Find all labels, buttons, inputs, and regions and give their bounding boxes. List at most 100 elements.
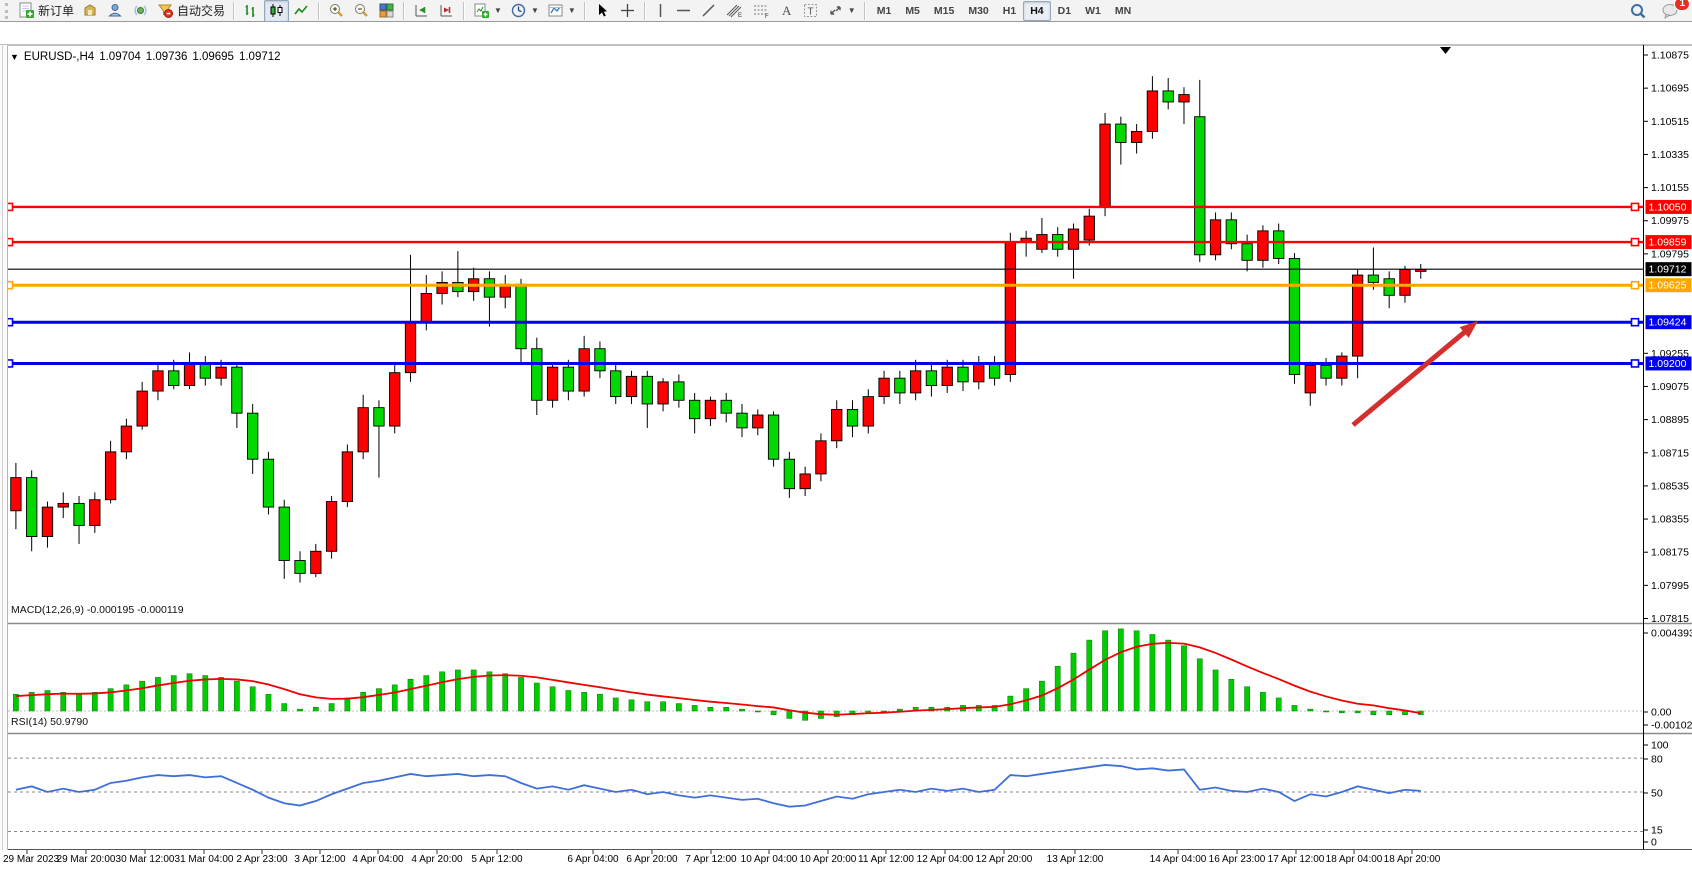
svg-text:1.07815: 1.07815 <box>1651 613 1689 625</box>
timeframe-m15-button[interactable]: M15 <box>933 4 955 17</box>
svg-text:6 Apr 04:00: 6 Apr 04:00 <box>567 854 619 865</box>
candlestick-mode-button[interactable] <box>264 0 290 22</box>
templates-button[interactable]: ▼ <box>543 0 580 22</box>
toolbar-grip[interactable] <box>5 2 11 19</box>
text-label-tool-button[interactable]: T <box>798 0 823 22</box>
svg-text:1.09075: 1.09075 <box>1651 381 1689 393</box>
chevron-down-icon: ▼ <box>530 6 539 15</box>
fibonacci-tool-button[interactable]: F <box>748 0 775 22</box>
open-value: 1.09704 <box>99 51 141 63</box>
svg-text:29 Mar 20:00: 29 Mar 20:00 <box>57 854 116 865</box>
svg-text:4 Apr 20:00: 4 Apr 20:00 <box>411 854 463 865</box>
tile-windows-button[interactable] <box>374 0 399 22</box>
svg-text:0.004393: 0.004393 <box>1651 628 1692 640</box>
svg-text:1.08535: 1.08535 <box>1651 480 1689 492</box>
bar-chart-mode-button[interactable] <box>239 0 264 22</box>
arrows-tool-button[interactable]: ▼ <box>823 0 860 22</box>
chart-title: ▼ EURUSD-,H4 1.09704 1.09736 1.09695 1.0… <box>10 51 281 63</box>
line-chart-mode-button[interactable] <box>289 0 314 22</box>
macd-main-value: -0.000195 <box>86 604 135 616</box>
svg-text:5 Apr 12:00: 5 Apr 12:00 <box>471 854 523 865</box>
svg-text:31 Mar 04:00: 31 Mar 04:00 <box>175 854 234 865</box>
templates-icon <box>547 2 564 19</box>
market-watch-icon <box>107 2 124 19</box>
zoom-in-button[interactable] <box>324 0 349 22</box>
chevron-down-icon: ▼ <box>847 6 856 15</box>
vertical-line-icon <box>654 2 667 19</box>
svg-text:0.00: 0.00 <box>1651 707 1672 719</box>
svg-text:1.08895: 1.08895 <box>1651 414 1689 426</box>
profile-icon <box>82 2 99 19</box>
svg-text:17 Apr 12:00: 17 Apr 12:00 <box>1268 854 1325 865</box>
timeframe-mn-button[interactable]: MN <box>1114 4 1132 17</box>
timeframe-m5-button[interactable]: M5 <box>905 4 920 17</box>
svg-text:15: 15 <box>1651 825 1663 837</box>
rsi-value: 50.9790 <box>50 716 89 728</box>
cursor-tool-button[interactable] <box>590 0 615 22</box>
toolbar-separator <box>318 1 321 20</box>
rsi-indicator-label: RSI(14) 50.9790 <box>11 716 88 728</box>
channel-icon: E <box>725 2 744 19</box>
equidistant-channel-tool-button[interactable]: E <box>721 0 748 22</box>
svg-text:29 Mar 2023: 29 Mar 2023 <box>3 854 60 865</box>
auto-trading-button[interactable]: 自动交易 <box>153 0 229 22</box>
one-click-trading-toggle-icon[interactable]: ▼ <box>10 52 19 62</box>
timeframe-m1-button[interactable]: M1 <box>876 4 892 17</box>
svg-text:10 Apr 04:00: 10 Apr 04:00 <box>741 854 798 865</box>
svg-text:1.09795: 1.09795 <box>1651 248 1689 260</box>
svg-text:7 Apr 12:00: 7 Apr 12:00 <box>685 854 737 865</box>
candlestick-icon <box>268 2 285 19</box>
macd-indicator-label: MACD(12,26,9) -0.000195 -0.000119 <box>11 604 184 616</box>
svg-text:1.10515: 1.10515 <box>1651 116 1689 128</box>
svg-text:18 Apr 04:00: 18 Apr 04:00 <box>1326 854 1383 865</box>
chart-shift-button[interactable] <box>434 0 459 22</box>
zoom-out-button[interactable] <box>349 0 374 22</box>
timeframe-d1-button[interactable]: D1 <box>1057 4 1072 17</box>
svg-text:1.09200: 1.09200 <box>1649 358 1687 370</box>
signals-button[interactable] <box>128 0 153 22</box>
chevron-down-icon: ▼ <box>567 6 576 15</box>
crosshair-tool-button[interactable] <box>615 0 640 22</box>
bar-chart-icon <box>243 2 260 19</box>
trendline-tool-button[interactable] <box>696 0 721 22</box>
main-toolbar: 新订单 自动交易 <box>0 0 1692 22</box>
signals-icon <box>132 2 149 19</box>
svg-text:80: 80 <box>1651 754 1663 766</box>
horizontal-line-tool-button[interactable] <box>671 0 696 22</box>
timeframe-w1-button[interactable]: W1 <box>1085 4 1101 17</box>
macd-name: MACD(12,26,9) <box>11 604 84 616</box>
high-value: 1.09736 <box>145 51 188 63</box>
svg-text:12 Apr 04:00: 12 Apr 04:00 <box>917 854 974 865</box>
timeframe-h1-button[interactable]: H1 <box>1002 4 1017 17</box>
close-value: 1.09712 <box>238 51 281 63</box>
auto-scroll-button[interactable] <box>409 0 434 22</box>
search-button[interactable] <box>1625 0 1651 22</box>
svg-text:3 Apr 12:00: 3 Apr 12:00 <box>294 854 346 865</box>
vertical-line-tool-button[interactable] <box>650 0 671 22</box>
tile-windows-icon <box>378 2 395 19</box>
new-order-button[interactable]: 新订单 <box>14 0 78 22</box>
trendline-icon <box>700 2 717 19</box>
cursor-icon <box>594 2 611 19</box>
svg-text:1.10875: 1.10875 <box>1651 50 1689 62</box>
periods-button[interactable]: ▼ <box>506 0 543 22</box>
chart-profile-button[interactable] <box>78 0 103 22</box>
indicators-button[interactable]: ▼ <box>469 0 506 22</box>
svg-text:1.09625: 1.09625 <box>1649 280 1687 292</box>
text-icon: A <box>779 2 794 19</box>
timeframe-m30-button[interactable]: M30 <box>968 4 989 17</box>
line-chart-icon <box>293 2 310 19</box>
chart-canvas[interactable]: 1.10875 1.10695 1.10515 1.10335 1.10155 1.099… <box>0 22 1692 869</box>
timeframe-h4-button[interactable]: H4 <box>1023 0 1051 21</box>
svg-text:1.07995: 1.07995 <box>1651 580 1689 592</box>
text-tool-button[interactable]: A <box>775 0 798 22</box>
mailbox-button[interactable]: 1 <box>1657 0 1690 22</box>
svg-text:1.09712: 1.09712 <box>1649 264 1687 276</box>
svg-text:18 Apr 20:00: 18 Apr 20:00 <box>1384 854 1441 865</box>
market-watch-button[interactable] <box>103 0 128 22</box>
macd-signal-value: -0.000119 <box>137 604 184 616</box>
toolbar-separator <box>233 1 236 20</box>
auto-trading-label: 自动交易 <box>177 4 226 18</box>
svg-text:12 Apr 20:00: 12 Apr 20:00 <box>976 854 1033 865</box>
